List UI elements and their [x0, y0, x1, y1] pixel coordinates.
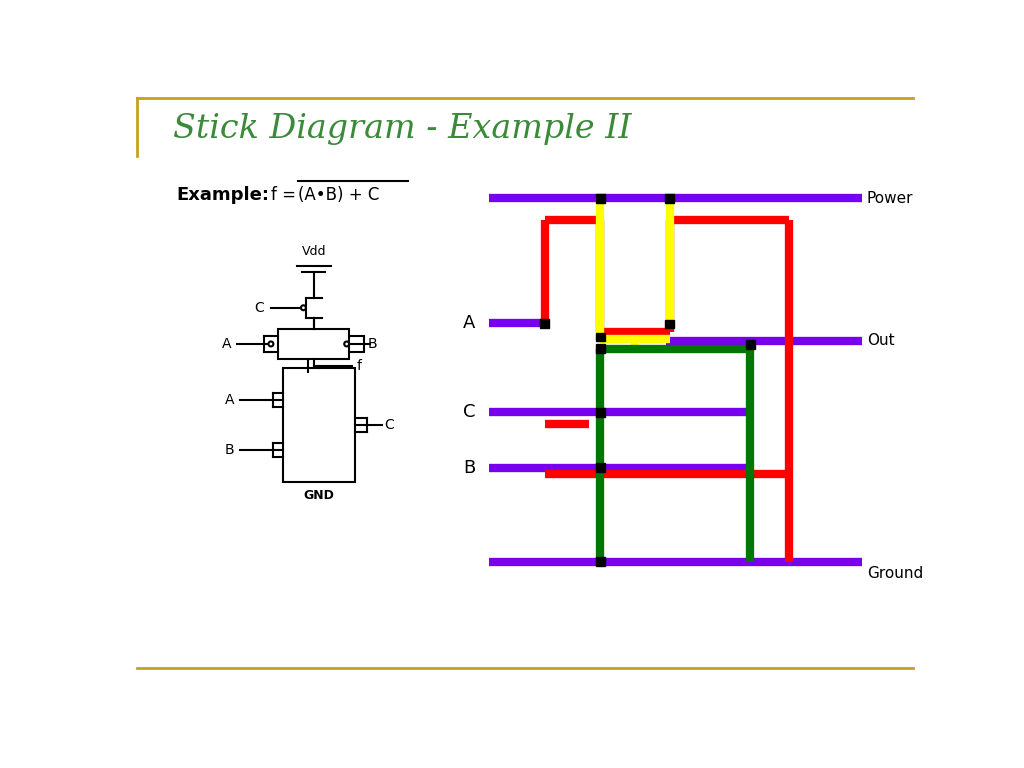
Text: Power: Power [866, 191, 913, 206]
Text: A: A [224, 392, 234, 407]
Text: A: A [221, 337, 231, 351]
Text: B: B [463, 459, 475, 477]
Bar [666, 194, 674, 203]
Text: B: B [224, 443, 234, 457]
Bar [596, 333, 605, 342]
Text: C: C [385, 418, 394, 432]
Bar [596, 194, 605, 203]
Bar [541, 319, 549, 328]
Text: (A•B) + C: (A•B) + C [298, 186, 380, 204]
Text: f =: f = [270, 186, 301, 204]
Text: C: C [254, 301, 263, 315]
Text: GND: GND [304, 489, 335, 502]
Bar [596, 464, 605, 472]
Bar [283, 368, 355, 482]
Text: C: C [463, 403, 475, 422]
Text: Ground: Ground [866, 566, 923, 581]
Text: Stick Diagram - Example II: Stick Diagram - Example II [173, 113, 632, 145]
Bar [279, 329, 349, 359]
Bar [745, 340, 755, 349]
Text: A: A [463, 314, 475, 332]
Bar [596, 558, 605, 566]
Text: Vdd: Vdd [302, 246, 326, 259]
Text: Example:: Example: [177, 186, 269, 204]
Bar [596, 408, 605, 417]
Text: f: f [357, 359, 361, 373]
Text: Out: Out [866, 333, 894, 349]
Bar [596, 344, 605, 353]
Text: B: B [368, 337, 378, 351]
Bar [666, 319, 674, 329]
